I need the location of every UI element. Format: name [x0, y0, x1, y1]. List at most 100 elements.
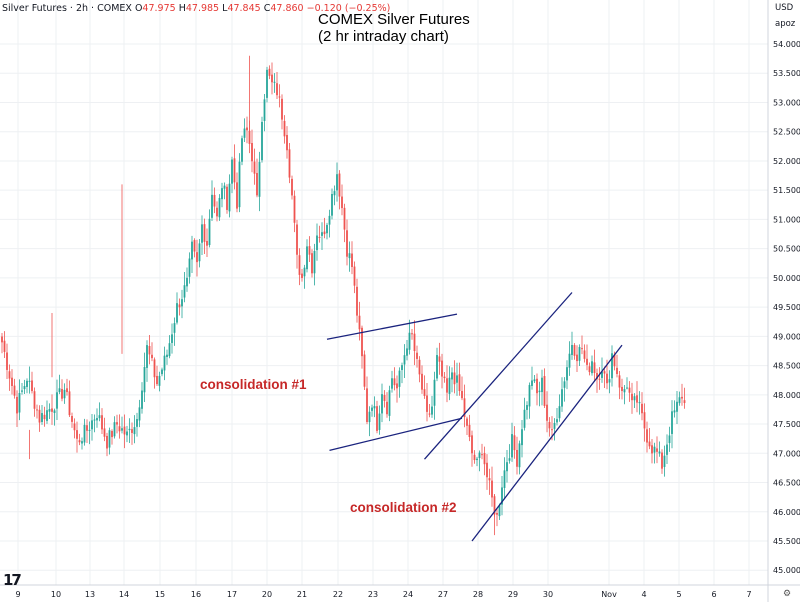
candle-body [316, 235, 318, 251]
candle-body [651, 445, 653, 454]
candle-body [58, 388, 61, 393]
candle-body [381, 394, 383, 414]
annotation-consolidation-1: consolidation #1 [200, 377, 307, 392]
candle-body [606, 373, 608, 384]
candle-body [551, 429, 553, 431]
chart-title: COMEX Silver Futures (2 hr intraday char… [318, 11, 470, 45]
candle-body [481, 454, 483, 456]
candle-body [288, 149, 291, 178]
candle-body [298, 255, 301, 275]
candle-body [76, 430, 78, 439]
time-tick-label: 29 [508, 590, 518, 599]
candle-body [603, 371, 606, 374]
candle-body [531, 380, 533, 386]
candle-body [38, 409, 41, 423]
candle-body [178, 304, 181, 308]
candle-body [41, 413, 43, 422]
candle-body [656, 448, 658, 452]
candle-body [291, 178, 293, 196]
candle-body [43, 414, 46, 420]
candle-body [448, 377, 451, 394]
candle-body [518, 443, 521, 468]
candle-body [353, 266, 356, 286]
candle-body [266, 69, 268, 98]
candle-body [391, 378, 393, 389]
currency-label[interactable]: USD [775, 3, 794, 13]
candle-body [348, 253, 351, 259]
candle-body [363, 354, 366, 387]
candle-body [393, 378, 396, 386]
candle-body [476, 458, 478, 461]
candle-body [648, 441, 651, 447]
candle-body [333, 191, 336, 196]
candle-body [221, 188, 223, 200]
candle-body [613, 354, 616, 367]
trendline-consolidation-2-upper [424, 292, 573, 460]
candle-body [356, 286, 358, 316]
candle-body [436, 355, 438, 379]
time-tick-label: 5 [676, 590, 681, 599]
candle-body [241, 138, 243, 162]
candle-body [61, 388, 63, 399]
candle-body [486, 462, 488, 478]
candle-body [81, 441, 83, 444]
candle-body [383, 395, 386, 401]
price-tick-label: 47.000 [773, 449, 800, 458]
candle-body [401, 365, 403, 371]
candle-body [396, 383, 398, 389]
candle-body [573, 345, 576, 356]
candle-body [408, 332, 411, 350]
candle-body [666, 444, 668, 455]
candle-body [21, 390, 23, 392]
title-line-1: COMEX Silver Futures [318, 11, 470, 28]
candle-body [443, 376, 446, 379]
candle-body [548, 422, 551, 429]
candle-body [423, 389, 426, 396]
candle-body [268, 68, 271, 76]
candle-body [501, 487, 503, 505]
candle-body [413, 333, 416, 351]
candle-body [11, 377, 13, 387]
candle-body [488, 478, 491, 481]
candle-body [23, 386, 26, 390]
candle-body [528, 385, 531, 407]
candle-body [216, 207, 218, 217]
candle-body [416, 352, 418, 359]
candle-body [368, 411, 371, 423]
settings-gear-icon[interactable]: ⚙ [783, 588, 792, 598]
time-tick-label: 24 [403, 590, 413, 599]
candle-body [31, 380, 33, 392]
candle-body [458, 374, 461, 392]
candle-body [153, 359, 156, 378]
candle-body [78, 440, 81, 443]
candle-body [68, 391, 71, 416]
candle-body [636, 395, 638, 403]
unit-label[interactable]: apoz [775, 19, 796, 29]
price-axis[interactable]: 45.000 45.500 46.000 46.500 47.000 47.500 48.0… [767, 0, 800, 602]
candle-body [238, 161, 241, 208]
candle-body [176, 303, 178, 323]
legend-header[interactable]: Silver Futures · 2h · COMEX O47.975 H47.… [2, 3, 390, 14]
candle-body [638, 402, 641, 404]
candle-body [188, 258, 191, 277]
candle-body [346, 230, 348, 257]
candle-body [556, 419, 558, 423]
price-tick-label: 50.500 [773, 245, 800, 254]
candle-body [106, 435, 108, 449]
candle-body [668, 435, 671, 444]
candle-body [256, 172, 258, 196]
trendlines [326, 292, 623, 542]
time-axis[interactable]: 9 10 13 14 15 16 17 20 21 22 23 24 27 28 29 30 Nov 4 5 6 7 [0, 584, 800, 599]
time-tick-label: Nov [601, 590, 617, 599]
candle-body [633, 396, 636, 401]
candle-body [143, 367, 146, 393]
candle-body [1, 336, 3, 343]
candle-body [661, 452, 663, 469]
candle-body [461, 390, 463, 399]
candle-body [86, 425, 88, 431]
symbol-label[interactable]: Silver Futures · 2h · COMEX [2, 3, 132, 14]
candle-body [308, 246, 311, 255]
tradingview-logo-icon[interactable]: 17 [3, 571, 22, 589]
candle-body [681, 396, 683, 399]
